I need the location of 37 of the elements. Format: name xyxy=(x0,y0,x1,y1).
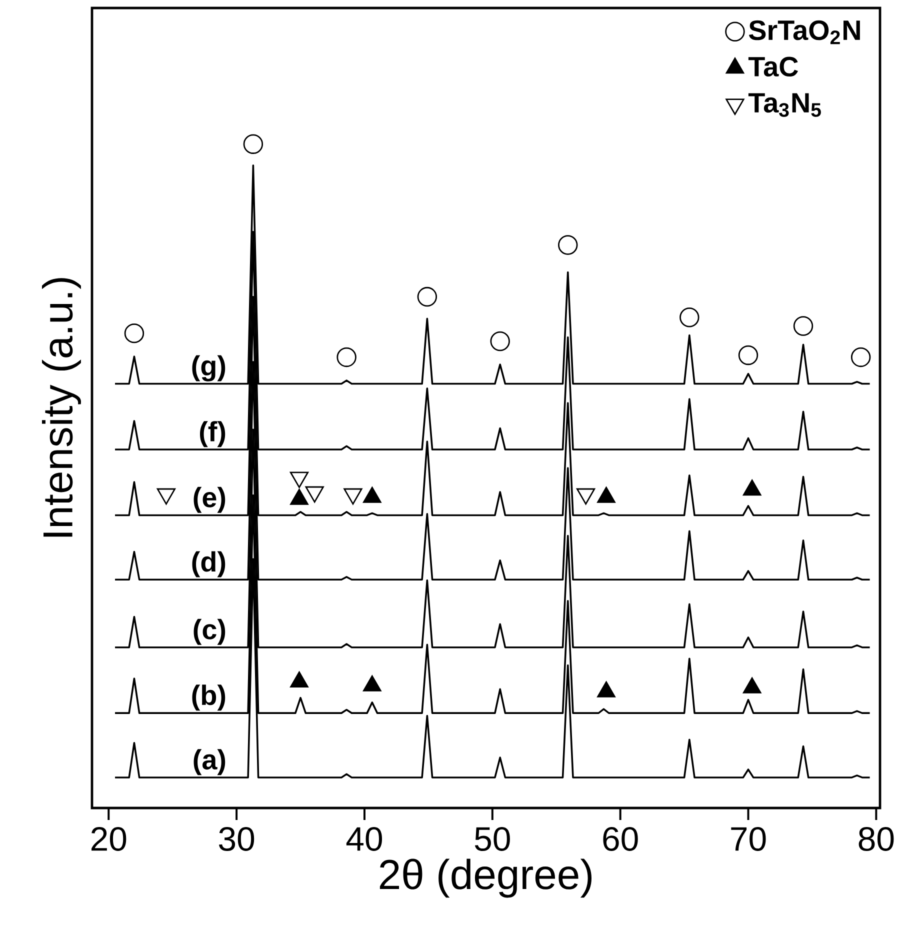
legend-label: Ta$_{3}$N$_{5}$ xyxy=(748,93,821,117)
series-label: (c) xyxy=(194,618,226,645)
legend-label: TaC xyxy=(748,56,798,77)
y-axis-title: Intensity (a.u.) xyxy=(42,278,81,537)
legend-label: SrTaO$_{2}$N xyxy=(748,20,860,44)
x-tick-label: 80 xyxy=(858,826,894,851)
point xyxy=(597,486,616,503)
point xyxy=(362,675,382,692)
series-label: (e) xyxy=(194,486,226,513)
point xyxy=(850,347,871,368)
series-label: (g) xyxy=(192,355,226,382)
point xyxy=(490,331,510,352)
x-axis-title: 2θ (degree) xyxy=(380,858,592,898)
point xyxy=(680,308,700,328)
x-tick-label: 30 xyxy=(218,826,254,851)
x-tick-label: 60 xyxy=(603,826,638,851)
point xyxy=(362,486,382,503)
series-label: (b) xyxy=(192,684,226,711)
point xyxy=(597,681,616,698)
point xyxy=(793,316,814,336)
point xyxy=(417,286,438,307)
point xyxy=(742,677,762,694)
point xyxy=(336,347,356,368)
point xyxy=(290,488,308,505)
point xyxy=(738,345,758,366)
point xyxy=(742,479,762,496)
point xyxy=(290,671,308,688)
series-label: (d) xyxy=(192,551,226,578)
x-tick-label: 50 xyxy=(474,826,510,851)
series-label: (f) xyxy=(200,421,226,448)
point xyxy=(124,323,144,344)
point xyxy=(558,235,578,255)
series-label: (a) xyxy=(194,749,226,776)
x-tick-label: 40 xyxy=(346,826,382,851)
x-tick-label: 70 xyxy=(731,826,766,851)
x-tick-label: 20 xyxy=(92,826,126,851)
point xyxy=(243,134,264,154)
